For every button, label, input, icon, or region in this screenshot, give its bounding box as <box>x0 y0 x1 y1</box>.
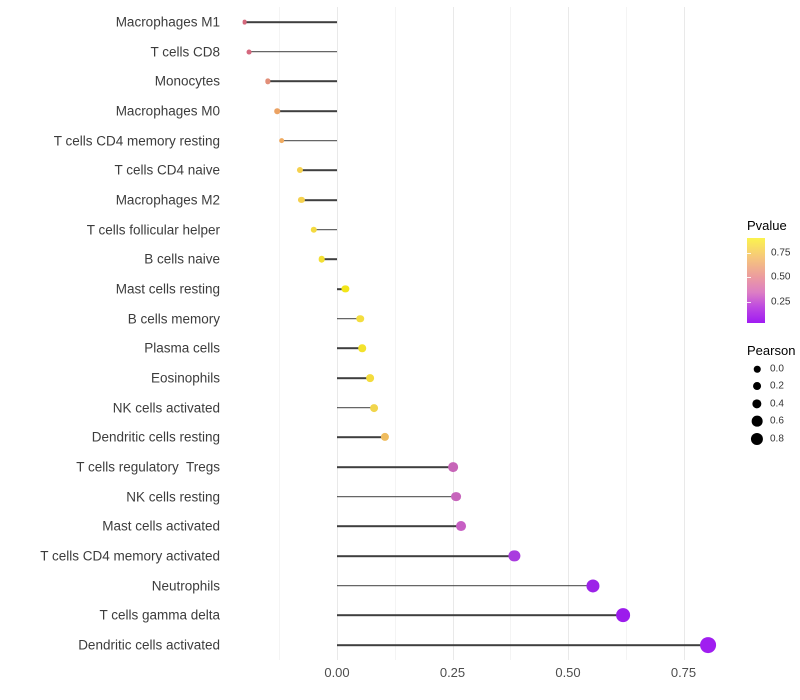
gridline-minor <box>394 7 396 660</box>
y-axis-label: T cells CD8 <box>150 44 220 60</box>
lollipop-stem <box>313 228 337 231</box>
gridline-major <box>568 7 569 660</box>
pearson-legend-label: 0.8 <box>770 433 784 445</box>
lollipop-dot <box>366 374 375 382</box>
lollipop-dot <box>370 403 378 412</box>
y-axis-label: Eosinophils <box>150 370 220 386</box>
lollipop-dot <box>242 19 247 25</box>
lollipop-dot <box>265 78 271 84</box>
lollipop-dot <box>296 167 304 174</box>
pearson-legend-label: 0.4 <box>770 398 784 410</box>
gridline-major <box>452 7 454 660</box>
gridline-minor <box>625 7 627 660</box>
y-axis-label: T cells CD4 naive <box>114 162 220 178</box>
lollipop-dot <box>700 637 717 653</box>
lollipop-stem <box>337 495 457 498</box>
pearson-legend-dot <box>752 399 762 409</box>
y-axis-label: T cells CD4 memory resting <box>53 133 220 149</box>
lollipop-dot <box>616 608 631 623</box>
lollipop-stem <box>321 258 337 261</box>
y-axis-label: Mast cells resting <box>115 281 220 297</box>
y-axis-label: Macrophages M1 <box>115 14 220 30</box>
lollipop-dot <box>356 314 364 323</box>
lollipop-stem <box>337 436 386 439</box>
lollipop-dot <box>380 433 390 442</box>
lollipop-dot <box>341 285 349 293</box>
lollipop-dot <box>508 550 521 562</box>
pearson-legend-label: 0.0 <box>770 363 784 375</box>
y-axis-label: NK cells resting <box>126 489 220 505</box>
y-axis-label: Macrophages M0 <box>115 103 220 119</box>
y-axis-label: Dendritic cells resting <box>91 429 220 445</box>
pvalue-tick-mark <box>747 301 751 303</box>
y-axis-label: T cells follicular helper <box>86 222 220 238</box>
lollipop-dot <box>310 226 318 233</box>
y-axis-label: B cells memory <box>127 311 220 327</box>
y-axis-label: NK cells activated <box>112 400 220 416</box>
lollipop-stem <box>337 525 461 528</box>
lollipop-stem <box>244 21 337 23</box>
lollipop-dot <box>451 491 462 502</box>
y-axis-label: Monocytes <box>154 73 220 89</box>
lollipop-stem <box>337 555 515 557</box>
lollipop-stem <box>281 139 337 142</box>
lollipop-stem <box>337 377 371 379</box>
x-axis-tick-label: 0.00 <box>324 665 350 680</box>
gridline-major <box>683 7 685 660</box>
lollipop-dot <box>274 108 280 114</box>
pvalue-tick-label: 0.25 <box>771 296 791 307</box>
y-axis-label: Plasma cells <box>144 340 220 356</box>
lollipop-dot <box>278 137 285 144</box>
y-axis-label: T cells regulatory Tregs <box>76 459 220 475</box>
lollipop-stem <box>337 347 363 350</box>
lollipop-dot <box>448 462 459 472</box>
lollipop-stem <box>337 466 454 468</box>
lollipop-stem <box>337 317 361 320</box>
y-axis-label: Macrophages M2 <box>115 192 220 208</box>
y-axis-label: B cells naive <box>144 251 220 267</box>
lollipop-dot <box>586 579 600 593</box>
pvalue-legend-title: Pvalue <box>747 218 787 233</box>
x-axis-tick-label: 0.75 <box>670 665 697 680</box>
lollipop-dot <box>298 196 305 204</box>
y-axis-label: Mast cells activated <box>102 518 220 534</box>
gridline-minor <box>510 7 512 660</box>
y-axis-label: Dendritic cells activated <box>78 637 220 653</box>
lollipop-dot <box>455 521 466 532</box>
pvalue-tick-label: 0.50 <box>771 271 791 283</box>
lollipop-stem <box>337 584 593 587</box>
pvalue-tick-mark <box>747 277 751 279</box>
pearson-legend-dot <box>753 382 761 391</box>
pvalue-gradient-bar <box>747 238 765 323</box>
gridline-minor <box>279 7 281 660</box>
lollipop-dot <box>318 256 326 263</box>
lollipop-stem <box>267 80 337 83</box>
pearson-legend-dot <box>750 432 764 445</box>
lollipop-dot <box>246 49 252 55</box>
plot-panel <box>222 7 740 660</box>
pearson-legend-title: Pearson <box>747 343 796 358</box>
pearson-legend-dot <box>751 415 763 427</box>
pearson-legend-label: 0.6 <box>770 415 784 427</box>
lollipop-stem <box>276 110 337 112</box>
pvalue-tick-mark <box>747 252 751 254</box>
y-axis-label: Neutrophils <box>151 578 220 594</box>
lollipop-stem <box>300 169 337 172</box>
lollipop-stem <box>249 50 337 53</box>
y-axis-label: T cells gamma delta <box>99 607 220 623</box>
x-axis-tick-label: 0.25 <box>439 665 466 680</box>
pearson-legend-dot <box>753 365 761 373</box>
pvalue-tick-label: 0.75 <box>771 247 791 259</box>
y-axis-label: T cells CD4 memory activated <box>40 548 220 564</box>
lollipop-stem <box>301 199 337 201</box>
pearson-legend-label: 0.2 <box>770 380 784 392</box>
lollipop-stem <box>337 644 709 646</box>
lollipop-stem <box>337 406 374 409</box>
x-axis-tick-label: 0.50 <box>555 665 581 680</box>
lollipop-stem <box>337 614 624 617</box>
lollipop-stem <box>337 288 346 290</box>
gridline-major <box>337 7 338 660</box>
lollipop-dot <box>358 344 367 353</box>
